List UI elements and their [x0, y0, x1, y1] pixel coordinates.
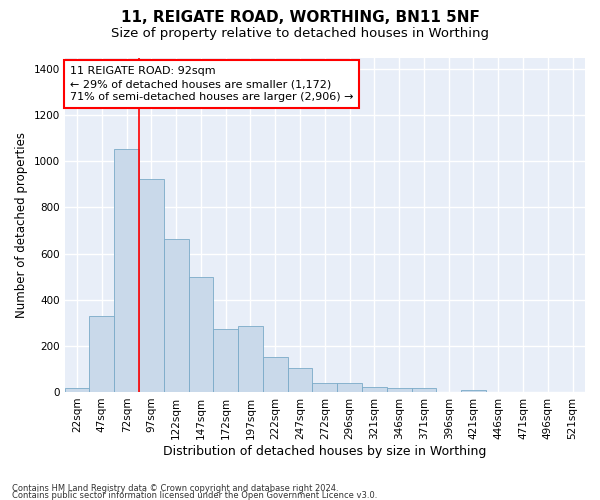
Text: 11, REIGATE ROAD, WORTHING, BN11 5NF: 11, REIGATE ROAD, WORTHING, BN11 5NF — [121, 10, 479, 25]
Bar — [387, 388, 412, 392]
Bar — [461, 390, 486, 392]
Text: 11 REIGATE ROAD: 92sqm
← 29% of detached houses are smaller (1,172)
71% of semi-: 11 REIGATE ROAD: 92sqm ← 29% of detached… — [70, 66, 353, 102]
Text: Contains public sector information licensed under the Open Government Licence v3: Contains public sector information licen… — [12, 490, 377, 500]
Bar — [188, 276, 214, 392]
X-axis label: Distribution of detached houses by size in Worthing: Distribution of detached houses by size … — [163, 444, 487, 458]
Text: Contains HM Land Registry data © Crown copyright and database right 2024.: Contains HM Land Registry data © Crown c… — [12, 484, 338, 493]
Bar — [89, 316, 114, 392]
Bar — [139, 178, 164, 392]
Bar — [238, 326, 263, 392]
Bar — [164, 238, 188, 392]
Bar — [337, 382, 362, 392]
Text: Size of property relative to detached houses in Worthing: Size of property relative to detached ho… — [111, 28, 489, 40]
Bar — [412, 388, 436, 392]
Bar — [362, 388, 387, 392]
Bar — [263, 358, 287, 392]
Bar — [114, 148, 139, 392]
Y-axis label: Number of detached properties: Number of detached properties — [15, 132, 28, 318]
Bar — [287, 368, 313, 392]
Bar — [313, 382, 337, 392]
Bar — [65, 388, 89, 392]
Bar — [214, 328, 238, 392]
